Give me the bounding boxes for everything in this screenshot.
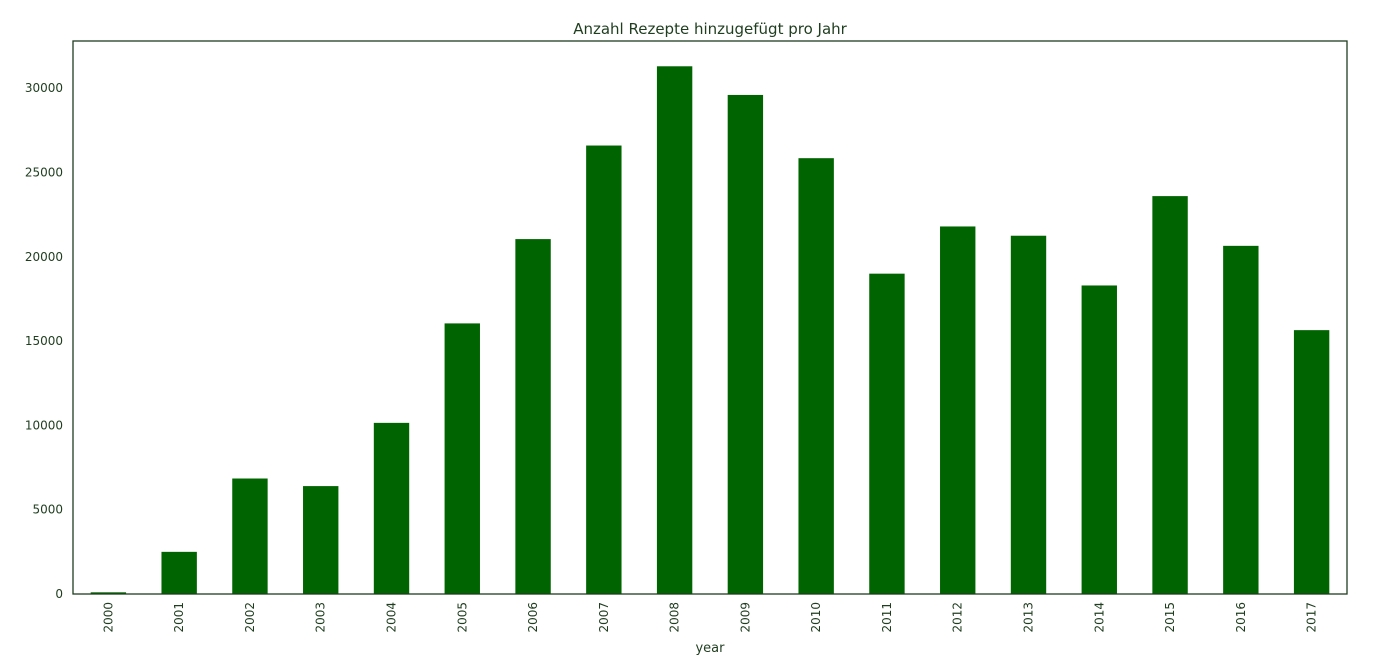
bar-2005 [444, 323, 480, 594]
bar-2000 [90, 592, 127, 594]
x-tick-label: 2005 [455, 602, 469, 633]
bar-2008 [656, 66, 693, 595]
y-tick-label: 15000 [25, 334, 63, 348]
y-axis-ticks: 0 5000 10000 15000 20000 25000 30000 [25, 81, 63, 601]
x-tick-label: 2002 [243, 602, 257, 633]
bar-2003 [303, 486, 339, 594]
bar-2002 [232, 478, 268, 594]
bars-group [90, 66, 1330, 595]
bar-2014 [1081, 285, 1117, 594]
x-tick-label: 2014 [1092, 602, 1106, 633]
x-tick-label: 2010 [809, 602, 823, 633]
bar-2012 [940, 226, 976, 594]
bar-2006 [515, 239, 551, 594]
bar-2004 [373, 422, 410, 594]
x-tick-label: 2009 [738, 602, 752, 633]
x-tick-label: 2013 [1022, 602, 1036, 633]
chart-title: Anzahl Rezepte hinzugefügt pro Jahr [573, 20, 847, 38]
x-tick-label: 2007 [597, 602, 611, 633]
x-tick-label: 2016 [1234, 602, 1248, 633]
bar-2017 [1293, 330, 1330, 594]
y-tick-label: 25000 [25, 166, 63, 180]
x-tick-label: 2001 [172, 602, 186, 633]
x-tick-label: 2015 [1163, 602, 1177, 633]
bar-2009 [727, 94, 764, 594]
bar-2007 [586, 145, 622, 594]
x-tick-label: 2006 [526, 602, 540, 633]
x-axis-label: year [695, 641, 725, 656]
x-tick-label: 2003 [314, 602, 328, 633]
x-tick-label: 2011 [880, 602, 894, 633]
bar-2016 [1223, 245, 1259, 594]
x-tick-label: 2004 [385, 602, 399, 633]
bar-2015 [1152, 196, 1188, 595]
bar-2010 [798, 158, 834, 594]
x-tick-label: 2000 [101, 602, 115, 633]
x-tick-label: 2017 [1305, 602, 1319, 633]
y-tick-label: 10000 [25, 418, 63, 432]
bar-2011 [869, 273, 905, 594]
y-tick-label: 30000 [25, 81, 63, 95]
y-tick-label: 0 [55, 587, 63, 601]
bar-2013 [1010, 235, 1047, 595]
x-tick-label: 2012 [951, 602, 965, 633]
plot-frame [72, 40, 1348, 595]
x-axis-ticks: 2000 2001 2002 2003 2004 2005 2006 2007 2008 2009… [101, 602, 1318, 633]
y-tick-label: 20000 [25, 250, 63, 264]
bar-2001 [161, 551, 197, 594]
x-tick-label: 2008 [668, 602, 682, 633]
y-tick-label: 5000 [32, 503, 63, 517]
